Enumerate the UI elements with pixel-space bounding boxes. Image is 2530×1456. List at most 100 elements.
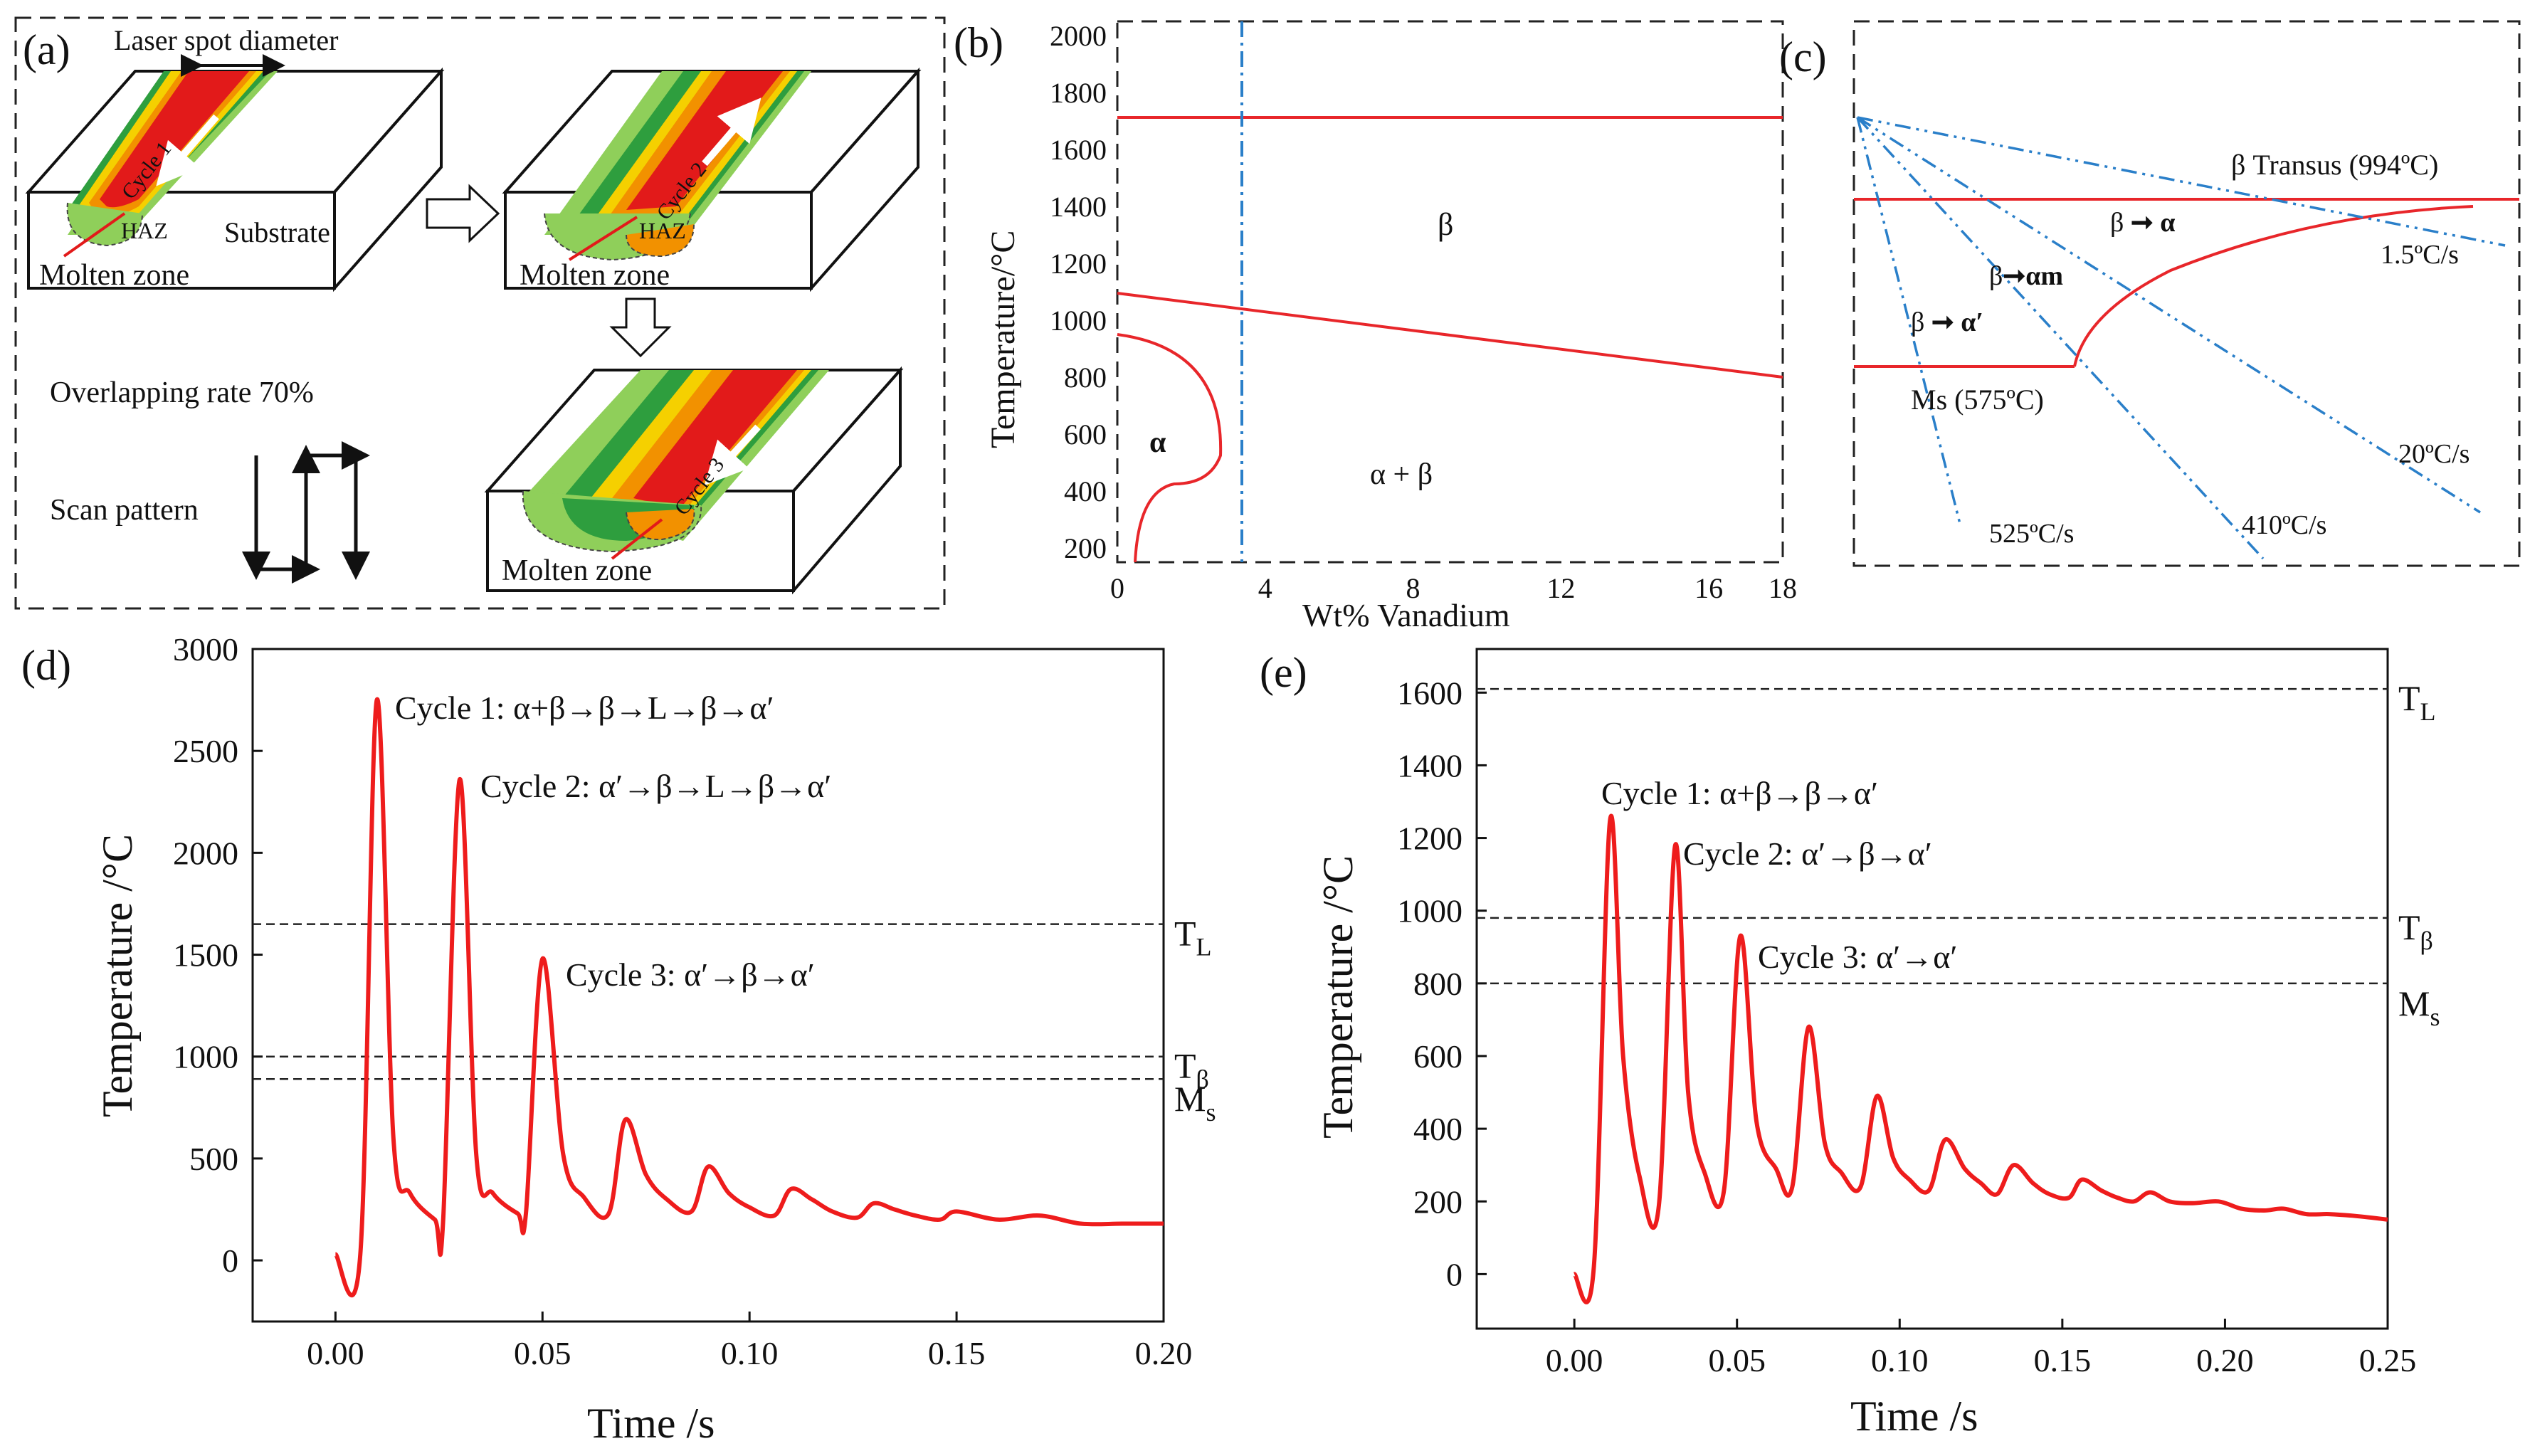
panel-e-x-tick: 0.05 [1708,1342,1766,1378]
panel-e-xlabel: Time /s [1850,1393,1978,1440]
panel-d-label: (d) [21,642,71,689]
transformation-curve [2073,205,2474,367]
panel-b-label: (b) [954,19,1003,66]
panel-b-y-tick: 400 [1064,475,1107,507]
alpha-solvus-curve [1117,333,1223,563]
panel-d-y-tick: 0 [222,1243,238,1279]
panel-e-y-tick: 1000 [1397,893,1462,929]
panel-d-y-ticks: 0 500 1000 1500 2000 2500 3000 [173,631,263,1279]
panel-b-y-tick: 200 [1064,532,1107,564]
panel-c-label: (c) [1779,33,1827,80]
panel-b-y-tick: 1400 [1050,191,1107,223]
rate-label-1-5: 1.5ºC/s [2381,240,2459,270]
molten-zone-label-2: Molten zone [520,259,670,292]
panel-d-y-tick: 3000 [173,631,238,668]
panel-e-x-tick: 0.20 [2196,1342,2254,1378]
panel-b-y-ticks: 200 400 600 800 1000 1200 1400 1600 1800 2000 [1050,20,1107,564]
panel-d-annotation-3: Cycle 3: α′→β→α′ [566,956,815,993]
panel-d-y-tick: 500 [189,1141,238,1177]
panel-d-y-tick: 2000 [173,835,238,871]
region-beta: β [1438,207,1453,242]
panel-b-y-tick: 1800 [1050,77,1107,109]
panel-e-annotation-3: Cycle 3: α′→α′ [1758,939,1957,975]
panel-e-annotation-2: Cycle 2: α′→β→α′ [1683,835,1932,872]
beta-transus-line [1117,292,1783,379]
panel-d-hline-label: Tβ [1174,1046,1209,1094]
panel-e-x-tick: 0.15 [2034,1342,2092,1378]
panel-b-ylabel: Temperature/°C [984,231,1022,448]
ms-label: Ms (575ºC) [1911,384,2044,416]
panel-d-x-tick: 0.20 [1135,1335,1193,1371]
transform-beta-alphaprime: β ➞ α′ [1911,307,1983,337]
panel-c-frame [1852,20,2521,567]
panel-b-y-tick: 1200 [1050,248,1107,280]
panel-e-series-line [1572,813,2388,1304]
panel-e-label: (e) [1260,649,1307,696]
panel-e-y-tick: 0 [1446,1256,1462,1292]
panel-b-x-tick: 18 [1769,572,1797,604]
panel-a-label: (a) [23,26,70,73]
panel-d-annotation-1: Cycle 1: α+β→β→L→β→α′ [395,690,774,726]
rate-label-410: 410ºC/s [2242,510,2326,540]
rate-label-525: 525ºC/s [1989,519,2074,549]
panel-b-y-tick: 800 [1064,362,1107,394]
panel-d-x-tick: 0.10 [721,1335,779,1371]
panel-b-x-tick: 8 [1406,572,1421,604]
panel-d-x-tick: 0.15 [928,1335,986,1371]
molten-zone-leader-3 [611,518,663,560]
panel-b-frame [1116,20,1784,564]
panel-b-x-tick: 12 [1546,572,1575,604]
overlapping-rate-label: Overlapping rate 70% [50,376,314,409]
molten-zone-label-3: Molten zone [502,554,652,587]
transform-beta-alpha: β ➞ α [2110,208,2175,238]
panel-d-y-tick: 1000 [173,1039,238,1075]
panel-e-y-tick: 1400 [1397,747,1462,784]
haz-label-2: HAZ [639,218,686,243]
panel-b-x-ticks: 0 4 8 12 16 18 [1110,572,1797,604]
haz-label-1: HAZ [121,218,168,243]
process-arrow-down [609,297,672,358]
panel-e-x-tick: 0.00 [1546,1342,1603,1378]
panel-e-y-tick: 1600 [1397,675,1462,711]
panel-e-ylabel: Temperature /°C [1314,855,1361,1139]
panel-b-x-tick: 16 [1694,572,1723,604]
panel-d-x-tick: 0.05 [514,1335,571,1371]
panel-e-y-tick: 200 [1413,1183,1462,1220]
panel-b-x-tick: 4 [1258,572,1272,604]
panel-e-reference-lines: TL Tβ Ms [1477,678,2440,1031]
panel-e-annotation-1: Cycle 1: α+β→β→α′ [1601,775,1878,811]
panel-d-hline-label: TL [1174,914,1212,961]
process-arrow-right [426,184,500,243]
panel-e-y-tick: 800 [1413,966,1462,1002]
panel-e-hline-label: Ms [2398,983,2440,1031]
scan-pattern-label: Scan pattern [50,494,199,527]
panel-d-y-tick: 2500 [173,733,238,769]
scan-pattern-icon [242,441,370,584]
panel-a-frame [14,16,946,610]
panel-b-y-tick: 1000 [1050,305,1107,337]
panel-d-x-tick: 0.00 [307,1335,364,1371]
panel-e-x-tick: 0.25 [2359,1342,2417,1378]
region-alpha: α [1149,426,1166,459]
panel-b: (b) 200 400 600 800 1000 1200 1400 1600 1800 2000… [954,19,1797,633]
panel-d-y-tick: 1500 [173,937,238,974]
panel-e-plot-area [1475,648,2389,1330]
panel-e-y-tick: 600 [1413,1038,1462,1075]
beta-transus-label: β Transus (994ºC) [2231,149,2438,181]
panel-e-y-tick: 1200 [1397,821,1462,857]
cooling-rate-lines [1856,116,2506,560]
panel-d-series-line [333,697,1164,1298]
panel-e-y-ticks: 0 200 400 600 800 1000 1200 1400 1600 [1397,675,1487,1292]
substrate-block-1 [25,67,445,292]
panel-d-plot-area [251,648,1165,1323]
panel-e: (e) TL Tβ Ms 0 200 400 600 800 1000 1200 1400 1600… [1260,648,2440,1440]
panel-d-ylabel: Temperature /°C [94,834,141,1117]
panel-b-y-tick: 600 [1064,418,1107,450]
substrate-block-2 [502,67,922,292]
region-alpha-beta: α + β [1370,458,1433,491]
panel-d-hline-label: Ms [1174,1079,1216,1127]
rate-label-20: 20ºC/s [2398,439,2470,469]
panel-b-xlabel: Wt% Vanadium [1302,597,1510,633]
